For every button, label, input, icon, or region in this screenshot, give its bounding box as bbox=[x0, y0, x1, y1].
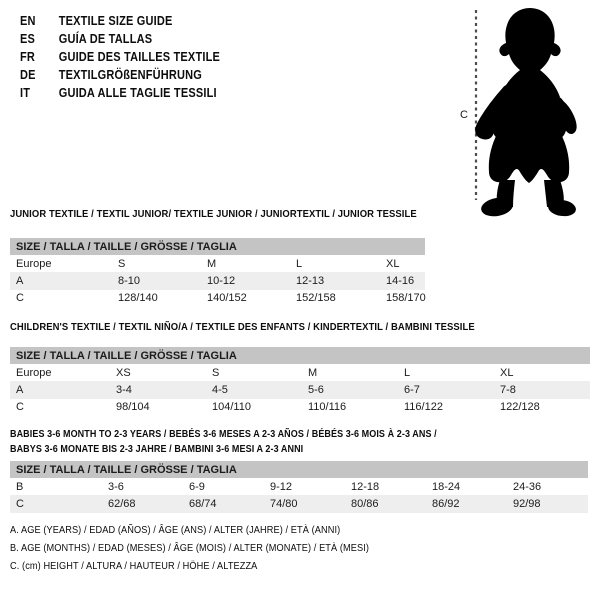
svg-text:C: C bbox=[460, 109, 468, 121]
